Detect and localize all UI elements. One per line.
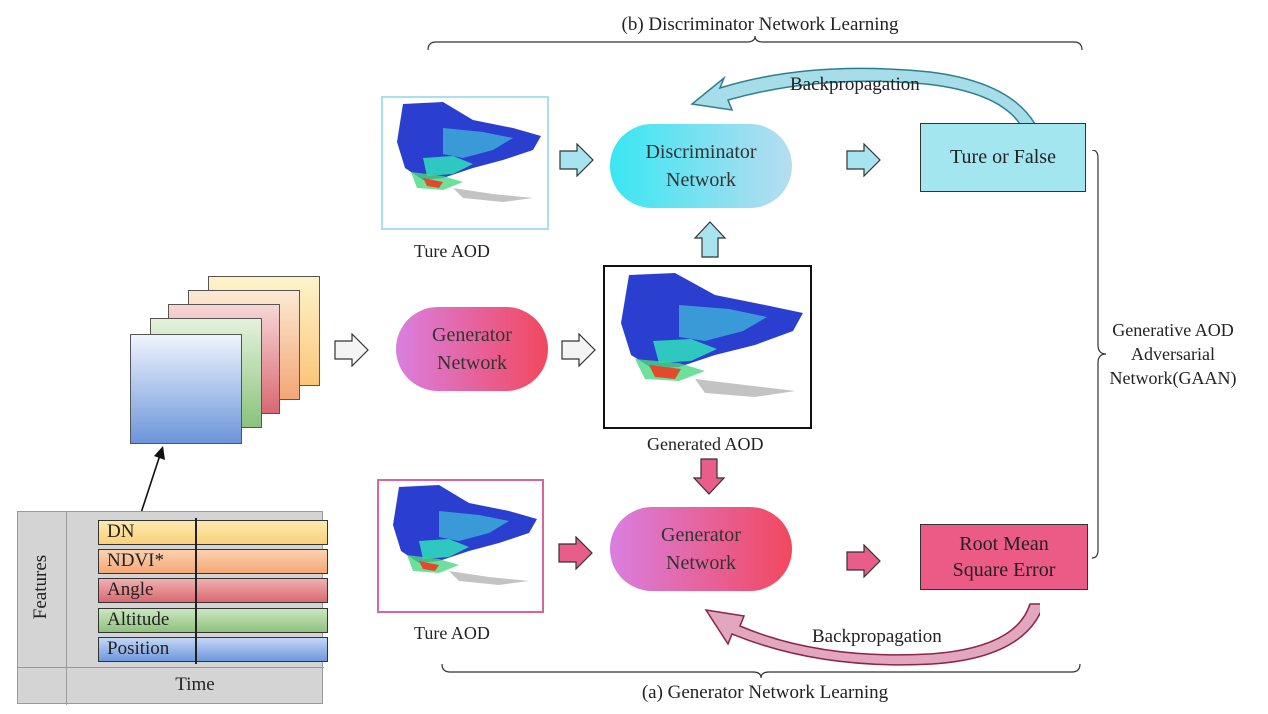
gaan-line-2: Adversarial (1131, 344, 1215, 364)
layer-position (130, 334, 242, 444)
feature-row-position: Position (98, 637, 328, 662)
backprop-bottom-arrow (704, 603, 1040, 666)
generator-bottom-line-1: Generator (661, 524, 741, 546)
aod-map-graphic-bottom (393, 485, 537, 585)
feature-label-altitude: Altitude (107, 609, 170, 630)
table-to-stack-arrow (139, 446, 165, 517)
feature-row-dn: DN (98, 520, 328, 545)
generated-aod-image (603, 265, 812, 429)
rmse-line-1: Root Mean (959, 533, 1049, 555)
generator-mid-line-1: Generator (432, 324, 512, 346)
backprop-top-arrow (690, 67, 1037, 125)
discriminator-line-2: Network (666, 169, 736, 191)
right-brace (1091, 150, 1107, 559)
rmse-line-2: Square Error (952, 559, 1056, 581)
table-divider-horizontal (18, 667, 324, 668)
pink-arrow-1 (558, 536, 593, 570)
time-axis-label: Time (175, 674, 215, 695)
true-aod-top-image (381, 96, 549, 230)
feature-label-ndvi: NDVI* (107, 550, 164, 571)
generator-network-bottom-node: Generator Network (610, 507, 792, 591)
feature-row-angle: Angle (98, 578, 328, 603)
generator-bottom-line-2: Network (666, 552, 736, 574)
pink-arrow-2 (846, 544, 881, 578)
time-divider-line (195, 518, 197, 664)
white-arrow-1 (334, 333, 369, 367)
table-divider-vertical (66, 512, 67, 705)
feature-label-position: Position (107, 638, 170, 659)
bottom-section-label: (a) Generator Network Learning (641, 682, 889, 703)
top-brace (427, 36, 1083, 51)
true-or-false-box: Ture or False (920, 123, 1086, 192)
true-aod-bottom-caption: Ture AOD (414, 623, 490, 643)
generated-aod-map-graphic (621, 273, 803, 397)
generator-network-mid-node: Generator Network (396, 307, 548, 391)
gaan-line-1: Generative AOD (1112, 320, 1234, 340)
discriminator-line-1: Discriminator (645, 141, 757, 163)
gaan-line-3: Network(GAAN) (1109, 368, 1237, 388)
feature-row-ndvi: NDVI* (98, 549, 328, 574)
features-axis-label: Features (30, 554, 51, 620)
white-arrow-2 (561, 333, 596, 367)
cyan-arrow-1 (559, 143, 594, 177)
feature-label-angle: Angle (107, 579, 154, 600)
discriminator-network-node: Discriminator Network (610, 124, 792, 208)
backprop-bottom-label: Backpropagation (812, 626, 942, 647)
true-aod-bottom-image (377, 479, 544, 613)
backprop-top-label: Backpropagation (790, 74, 920, 95)
generated-aod-caption: Generated AOD (647, 434, 764, 454)
cyan-up-arrow (693, 221, 727, 258)
feature-label-dn: DN (107, 521, 135, 542)
feature-layer-stack (130, 276, 322, 446)
true-aod-top-caption: Ture AOD (414, 241, 490, 261)
feature-time-table: Features Time DN NDVI* Angle Altitude Po… (17, 511, 328, 705)
gaan-label: Generative AOD Adversarial Network(GAAN) (1108, 318, 1238, 390)
rmse-box: Root Mean Square Error (920, 524, 1088, 590)
feature-row-altitude: Altitude (98, 608, 328, 633)
cyan-arrow-2 (846, 143, 881, 177)
top-section-label: (b) Discriminator Network Learning (621, 14, 899, 35)
aod-map-graphic (397, 102, 541, 202)
bottom-brace (441, 663, 1081, 679)
generator-mid-line-2: Network (437, 352, 507, 374)
pink-down-arrow (692, 458, 726, 495)
